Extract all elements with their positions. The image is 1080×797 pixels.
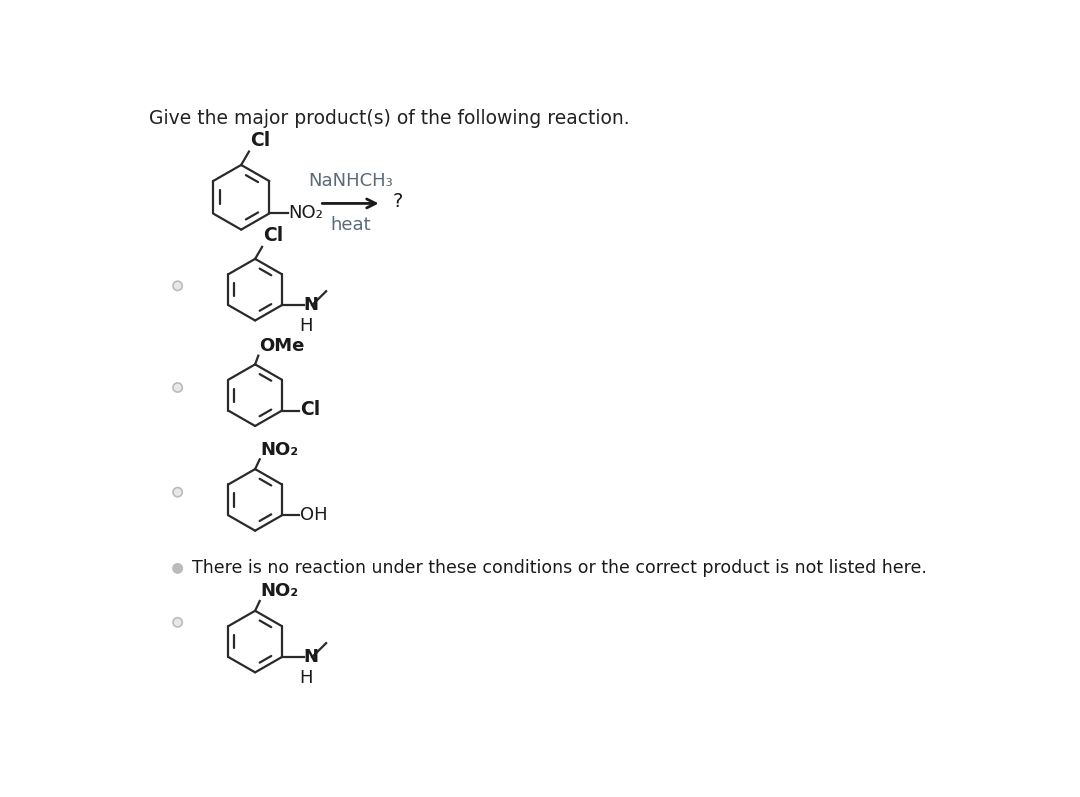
Text: There is no reaction under these conditions or the correct product is not listed: There is no reaction under these conditi…	[191, 559, 927, 577]
Text: OMe: OMe	[259, 337, 305, 355]
Circle shape	[173, 488, 183, 497]
Text: Give the major product(s) of the following reaction.: Give the major product(s) of the followi…	[149, 109, 630, 128]
Text: H: H	[299, 669, 313, 687]
Text: Cl: Cl	[249, 131, 270, 150]
Text: OH: OH	[300, 505, 327, 524]
Text: Cl: Cl	[300, 400, 320, 419]
Text: H: H	[299, 317, 313, 336]
Text: NO₂: NO₂	[288, 204, 324, 222]
Circle shape	[173, 563, 183, 573]
Text: NaNHCH₃: NaNHCH₃	[308, 171, 393, 190]
Text: N: N	[303, 296, 319, 314]
Text: NO₂: NO₂	[260, 441, 298, 458]
Text: Cl: Cl	[262, 226, 283, 245]
Text: ?: ?	[392, 192, 403, 211]
Text: NO₂: NO₂	[260, 583, 298, 600]
Text: heat: heat	[330, 216, 370, 234]
Circle shape	[173, 618, 183, 627]
Circle shape	[173, 383, 183, 392]
Text: N: N	[303, 648, 319, 666]
Circle shape	[173, 281, 183, 290]
